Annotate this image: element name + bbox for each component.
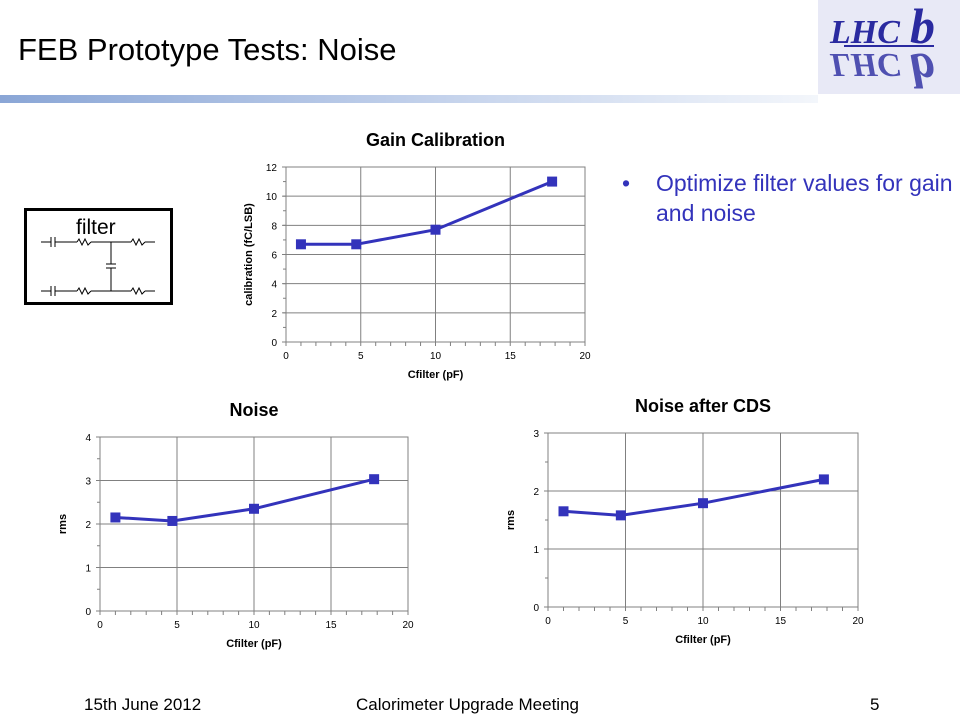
x-tick-label: 5 — [623, 616, 629, 627]
chart-title: Noise after CDS — [635, 396, 771, 416]
y-tick-label: 0 — [533, 603, 539, 614]
plot-area — [547, 432, 859, 608]
filter-circuit-icon — [41, 237, 155, 296]
data-point — [249, 503, 259, 514]
x-tick-label: 0 — [545, 616, 551, 627]
bullet-marker: • — [622, 170, 631, 196]
y-tick-label: 3 — [533, 429, 539, 440]
plot-area — [285, 166, 586, 343]
chart-svg: Noise after CDS 0 1 2 3 0 5 10 15 20 Cfilter (pF) r… — [508, 396, 864, 646]
x-tick-label: 15 — [325, 620, 337, 631]
footer-date: 15th June 2012 — [84, 695, 202, 714]
data-point — [547, 176, 558, 187]
x-tick-label: 5 — [358, 351, 364, 362]
chart-svg: Gain Calibration 0 2 4 6 8 10 12 0 5 10 15 20 Cfilter… — [243, 130, 591, 381]
series-line — [563, 477, 825, 517]
x-tick-label: 20 — [579, 351, 591, 362]
x-tick-label: 5 — [174, 620, 180, 631]
title-underline-bar — [0, 95, 818, 103]
filter-schematic — [24, 208, 173, 305]
y-tick-label: 2 — [271, 309, 277, 320]
data-point — [698, 498, 708, 509]
footer-page-number: 5 — [870, 695, 880, 714]
x-tick-label: 10 — [697, 616, 709, 627]
y-tick-label: 1 — [85, 564, 91, 575]
y-tick-label: 0 — [85, 607, 91, 618]
gain-calibration-chart: Gain Calibration 0 2 4 6 8 10 12 0 5 10 15 20 Cfilter… — [228, 120, 598, 390]
x-tick-label: 20 — [852, 616, 864, 627]
chart-title: Gain Calibration — [366, 130, 505, 150]
data-point — [615, 510, 626, 521]
y-tick-label: 4 — [85, 433, 91, 444]
data-point — [430, 224, 441, 235]
filter-label: filter — [76, 216, 116, 239]
y-tick-label: 3 — [85, 477, 91, 488]
y-tick-label: 0 — [271, 338, 277, 349]
y-tick-label: 2 — [85, 520, 91, 531]
x-axis-label: Cfilter (pF) — [675, 634, 731, 646]
x-tick-label: 10 — [430, 351, 442, 362]
y-tick-label: 10 — [266, 192, 278, 203]
y-tick-label: 8 — [271, 221, 277, 232]
y-tick-label: 2 — [533, 487, 539, 498]
y-axis-label: rms — [508, 510, 517, 530]
data-point — [167, 515, 178, 526]
noise-chart: Noise 0 1 2 3 4 0 5 10 15 20 Cfilter (pF) rms — [58, 392, 428, 660]
data-point — [369, 474, 380, 485]
data-point — [110, 512, 121, 523]
slide-title: FEB Prototype Tests: Noise — [18, 32, 397, 67]
chart-svg: Noise 0 1 2 3 4 0 5 10 15 20 Cfilter (pF) rms — [58, 400, 414, 650]
y-tick-label: 12 — [266, 163, 278, 174]
bullet-text: Optimize filter values for gain and nois… — [656, 170, 953, 226]
data-point — [295, 239, 306, 250]
series-line — [115, 477, 375, 523]
svg-text:LHC: LHC — [829, 46, 900, 83]
svg-text:b: b — [910, 43, 935, 94]
footer-meeting-name: Calorimeter Upgrade Meeting — [356, 695, 579, 714]
y-tick-label: 4 — [271, 280, 277, 291]
noise-after-cds-chart: Noise after CDS 0 1 2 3 0 5 10 15 20 Cfilter (pF) r… — [508, 388, 878, 660]
plot-area — [99, 436, 409, 612]
x-axis-label: Cfilter (pF) — [226, 638, 282, 650]
y-tick-label: 6 — [271, 251, 277, 262]
y-tick-label: 1 — [533, 545, 539, 556]
x-tick-label: 0 — [97, 620, 103, 631]
data-point — [351, 239, 362, 250]
x-tick-label: 15 — [775, 616, 787, 627]
y-axis-label: calibration (fC/LSB) — [243, 203, 255, 306]
y-axis-label: rms — [58, 514, 69, 534]
svg-text:LHC: LHC — [829, 14, 900, 51]
x-tick-label: 20 — [402, 620, 414, 631]
chart-title: Noise — [229, 400, 278, 420]
x-axis-label: Cfilter (pF) — [408, 369, 464, 381]
lhcb-logo: LHC b LHC b — [818, 0, 960, 99]
series-line — [300, 180, 553, 246]
data-point — [558, 506, 569, 517]
x-tick-label: 0 — [283, 351, 289, 362]
x-tick-label: 10 — [248, 620, 260, 631]
x-tick-label: 15 — [505, 351, 517, 362]
data-point — [818, 474, 829, 485]
